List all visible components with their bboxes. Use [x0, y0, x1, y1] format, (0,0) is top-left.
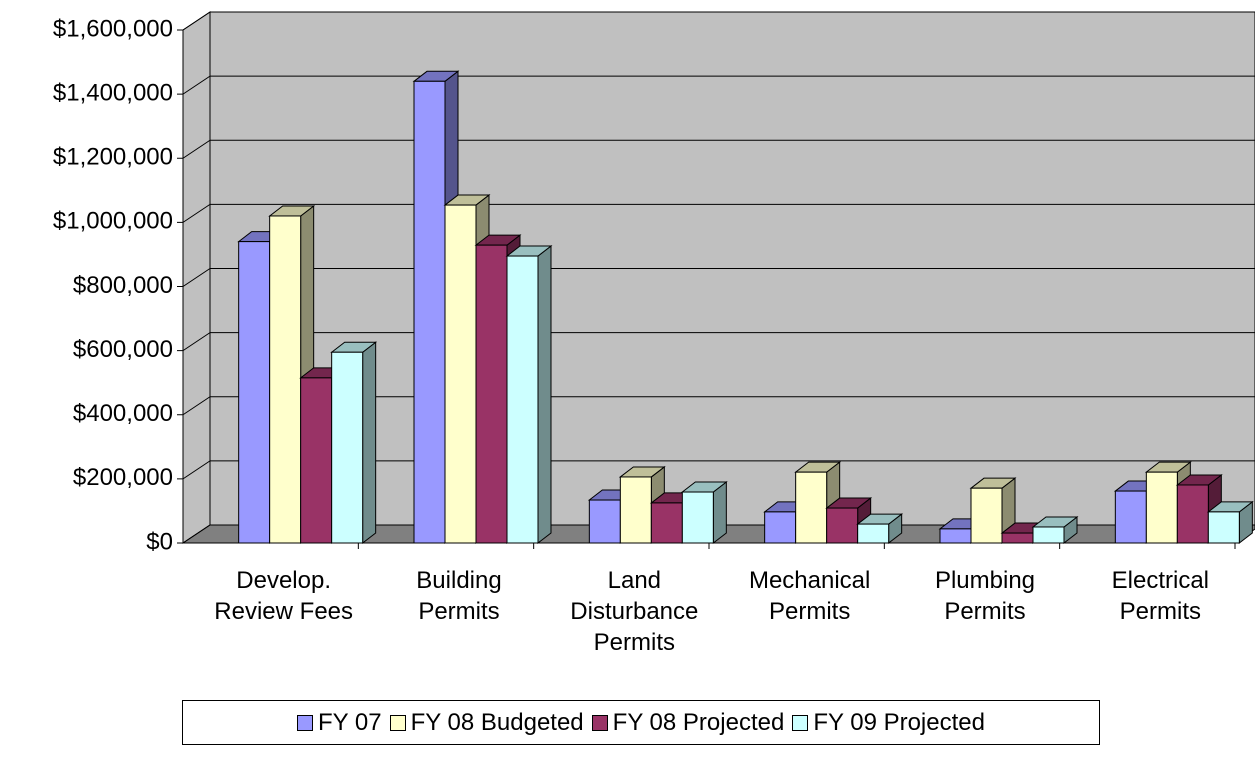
- y-tick-label: $1,200,000: [53, 144, 173, 171]
- bar: [331, 351, 364, 544]
- legend-item: FY 09 Projected: [792, 709, 985, 737]
- y-tick-label: $200,000: [73, 464, 173, 491]
- x-tick-label: Land Disturbance Permits: [570, 567, 699, 656]
- bar-side: [362, 341, 377, 545]
- y-tick-label: $0: [146, 528, 173, 555]
- bar: [764, 511, 797, 544]
- y-tick-label: $400,000: [73, 400, 173, 427]
- x-tick-label: Building Permits: [416, 567, 502, 625]
- bar: [826, 507, 859, 544]
- bar: [1001, 532, 1034, 544]
- bar: [1114, 490, 1147, 544]
- bar: [970, 487, 1003, 544]
- legend-item: FY 07: [297, 709, 382, 737]
- bar: [269, 215, 302, 544]
- x-tick-label: Develop. Review Fees: [214, 567, 354, 625]
- x-tick-label: Electrical Permits: [1111, 567, 1209, 625]
- grid-line: [182, 524, 211, 544]
- y-tick-label: $1,400,000: [53, 79, 173, 106]
- bar: [413, 80, 446, 544]
- y-tick-label: $600,000: [73, 336, 173, 363]
- bar: [1145, 471, 1178, 544]
- bar-side: [712, 481, 727, 545]
- bar: [681, 491, 714, 544]
- legend-swatch: [591, 714, 608, 731]
- bar: [857, 523, 890, 544]
- grid-line: [182, 139, 211, 159]
- y-tick-label: $800,000: [73, 272, 173, 299]
- legend-label: FY 08 Budgeted: [410, 708, 584, 736]
- bar: [300, 377, 333, 544]
- legend-label: FY 09 Projected: [813, 708, 985, 736]
- grid-line: [182, 268, 211, 287]
- bar: [1176, 484, 1209, 544]
- legend-label: FY 08 Projected: [612, 708, 785, 736]
- grid-line: [182, 203, 211, 223]
- x-tick-label: Mechanical Permits: [748, 567, 871, 625]
- bar: [588, 499, 621, 544]
- legend-swatch: [389, 714, 406, 731]
- grid-line: [182, 332, 211, 352]
- bar: [795, 471, 828, 544]
- bar: [1207, 511, 1240, 544]
- bar: [650, 502, 683, 544]
- y-tick-label: $1,600,000: [53, 15, 173, 42]
- bar: [506, 255, 539, 544]
- x-tick-label: Plumbing Permits: [934, 567, 1036, 625]
- bar: [939, 528, 972, 544]
- legend-swatch: [792, 714, 809, 731]
- legend-item: FY 08 Projected: [591, 708, 785, 737]
- y-tick-label: $1,000,000: [53, 208, 173, 235]
- bar: [444, 204, 477, 544]
- bar: [1032, 526, 1065, 544]
- grid-line: [182, 396, 211, 416]
- grid-line: [182, 11, 211, 31]
- bar: [619, 476, 652, 544]
- grid-line: [182, 460, 211, 480]
- bar-side: [537, 245, 552, 545]
- grid-line: [182, 75, 211, 95]
- bar: [475, 244, 508, 544]
- legend: FY 07 FY 08 Budgeted FY 08 Projected FY 09 …: [182, 700, 1100, 745]
- legend-item: FY 08 Budgeted: [389, 708, 584, 737]
- legend-swatch: [297, 714, 314, 731]
- legend-label: FY 07: [318, 708, 382, 736]
- bar: [238, 241, 271, 544]
